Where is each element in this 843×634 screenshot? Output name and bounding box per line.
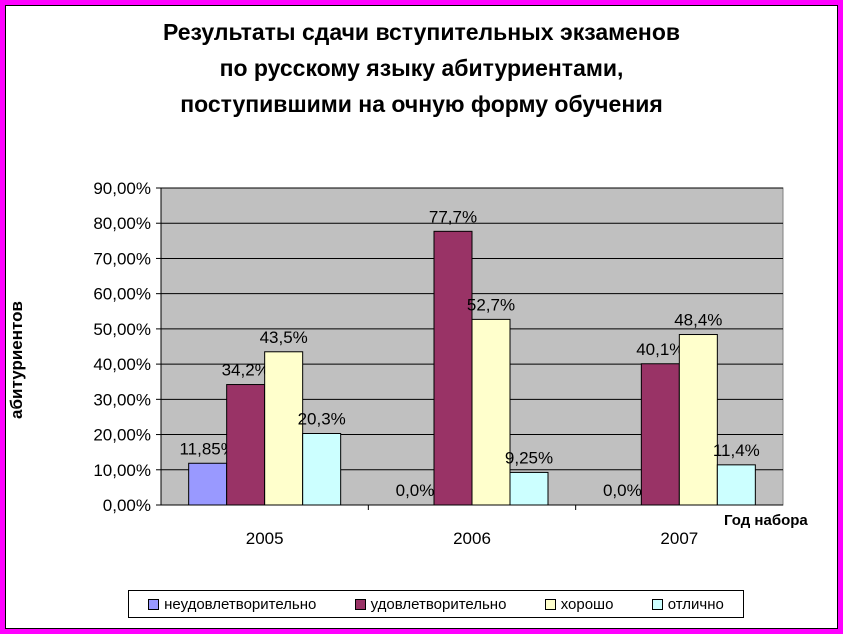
data-label: 48,4%	[674, 311, 722, 330]
data-label: 77,7%	[429, 207, 477, 226]
data-label: 0,0%	[603, 481, 642, 500]
y-axis-label: абитуриентов	[7, 301, 26, 419]
y-tick-label: 50,00%	[93, 320, 151, 339]
legend-label: отлично	[667, 595, 724, 613]
x-tick-label: 2006	[453, 529, 491, 548]
data-label: 9,25%	[505, 448, 553, 467]
bar	[678, 334, 718, 506]
x-axis-label: Год набора	[724, 512, 808, 529]
bar	[226, 384, 266, 506]
y-tick-label: 30,00%	[93, 390, 151, 409]
data-label: 11,85%	[179, 439, 235, 458]
legend-swatch	[544, 598, 556, 610]
y-tick-label: 10,00%	[93, 461, 151, 480]
y-tick-label: 20,00%	[93, 426, 151, 445]
y-tick-label: 70,00%	[93, 249, 151, 268]
bar	[471, 318, 511, 506]
legend-item: хорошо	[544, 595, 614, 613]
bar	[716, 464, 756, 506]
x-tick-label: 2007	[660, 529, 698, 548]
bar	[509, 471, 549, 506]
data-label: 43,5%	[260, 328, 308, 347]
data-label: 40,1%	[636, 340, 684, 359]
y-tick-label: 40,00%	[93, 355, 151, 374]
y-tick-label: 90,00%	[93, 179, 151, 198]
chart-title-line-3: поступившими на очную форму обучения	[180, 91, 663, 117]
data-label: 20,3%	[298, 409, 346, 428]
bar	[640, 363, 680, 506]
x-tick-label: 2005	[246, 529, 284, 548]
data-label: 11,4%	[713, 441, 760, 460]
data-label: 34,2%	[222, 361, 270, 380]
y-tick-label: 60,00%	[93, 285, 151, 304]
legend-label: неудовлетворительно	[164, 595, 317, 613]
legend: неудовлетворительно удовлетворительно хоро…	[128, 590, 744, 618]
chart-title-line-1: Результаты сдачи вступительных экзаменов	[162, 19, 681, 45]
y-tick-label: 80,00%	[93, 214, 151, 233]
data-label: 52,7%	[467, 295, 515, 314]
bar	[302, 432, 342, 506]
legend-swatch	[148, 598, 160, 610]
chart-title-line-2: по русскому языку абитуриентами,	[219, 55, 624, 81]
legend-item: удовлетворительно	[354, 595, 507, 613]
chart-title: Результаты сдачи вступительных экзаменов…	[0, 14, 843, 122]
bar	[433, 230, 473, 506]
legend-swatch	[651, 598, 663, 610]
bar	[264, 351, 304, 506]
legend-label: удовлетворительно	[370, 595, 507, 613]
bar	[188, 462, 228, 506]
legend-swatch	[354, 598, 366, 610]
legend-item: отлично	[651, 595, 724, 613]
legend-label: хорошо	[560, 595, 614, 613]
y-tick-label: 0,00%	[103, 496, 151, 515]
legend-item: неудовлетворительно	[148, 596, 316, 613]
data-label: 0,0%	[396, 481, 435, 500]
